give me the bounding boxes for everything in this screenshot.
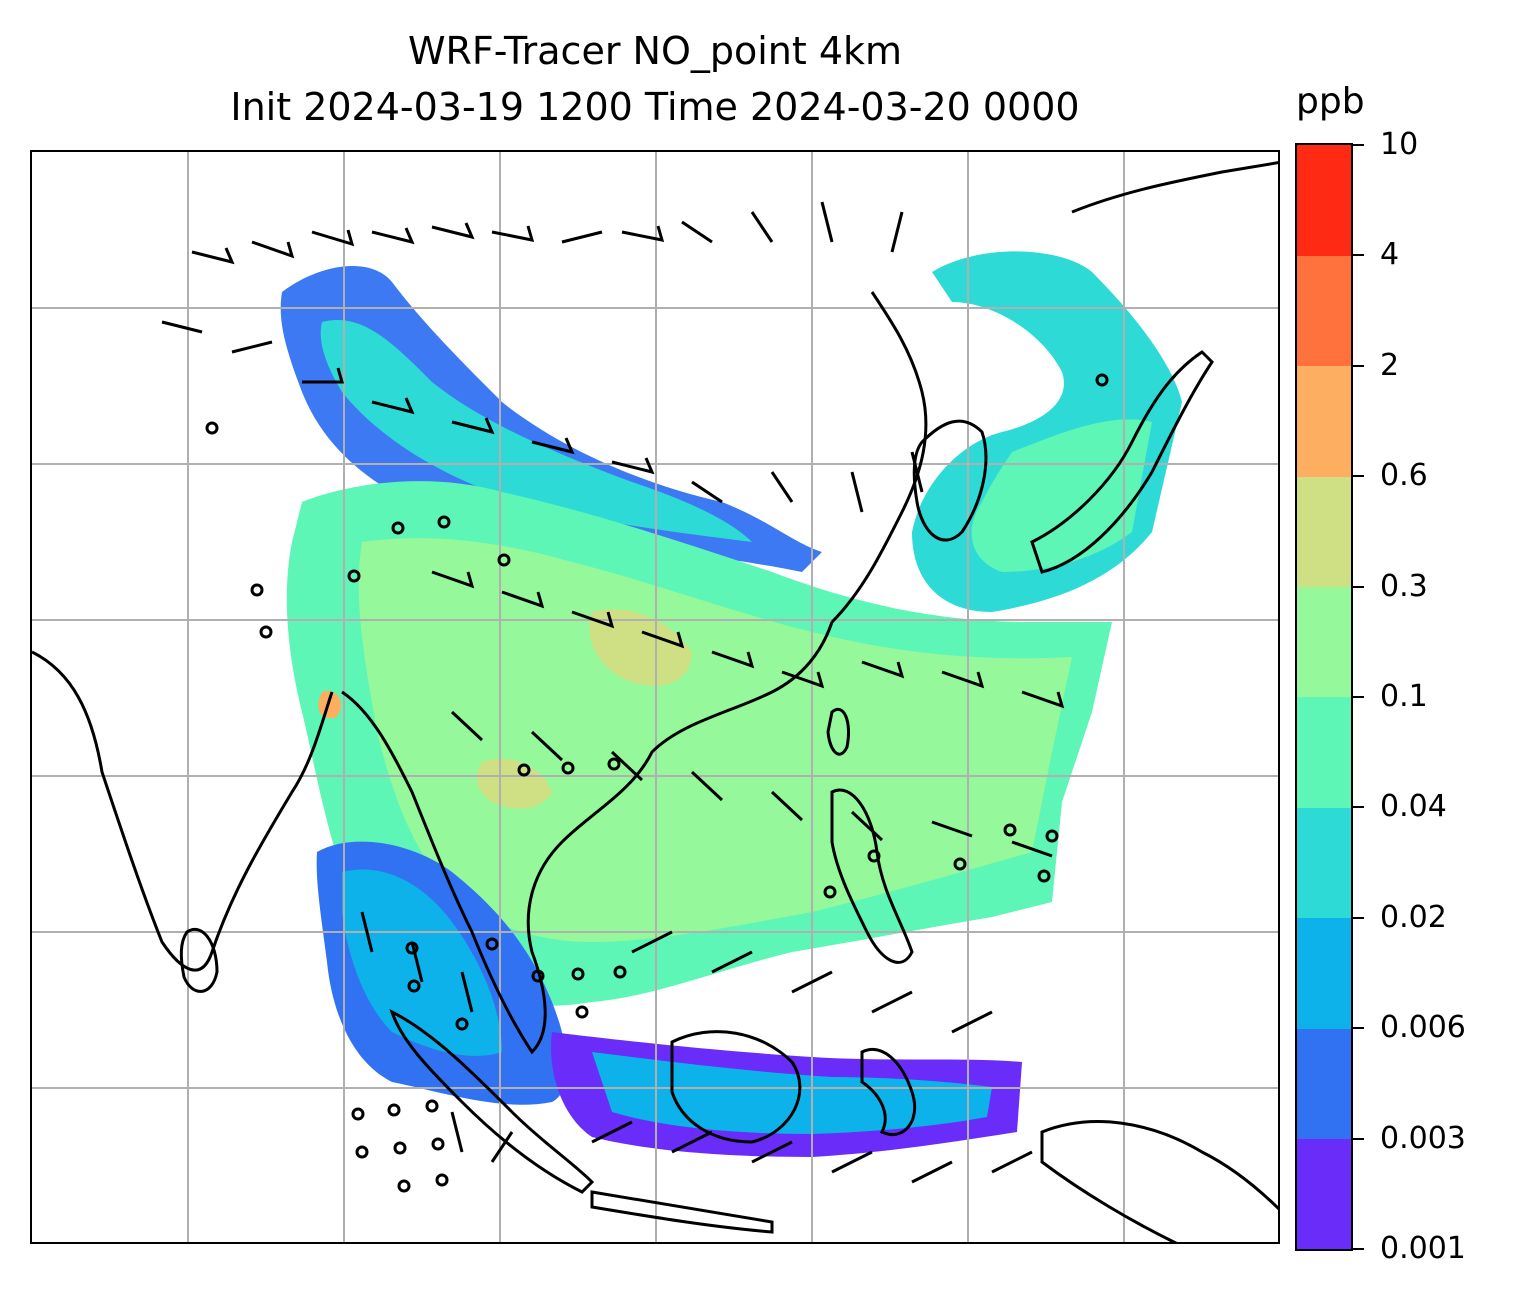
- colorbar-tick: [1353, 585, 1364, 588]
- philippines: [830, 788, 914, 964]
- plume-hotspot-3: [318, 691, 342, 719]
- north-coast-russia: [1071, 161, 1278, 214]
- plume-north-core: [320, 320, 752, 542]
- colorbar-tick-label: 10: [1380, 127, 1419, 162]
- korea: [912, 419, 988, 542]
- tracer-field: [280, 251, 1182, 1157]
- colorbar-tick: [1353, 475, 1364, 478]
- gridlines: [32, 152, 1278, 1242]
- new-guinea: [1040, 1120, 1278, 1242]
- colorbar-tick: [1353, 364, 1364, 367]
- colorbar-tick: [1353, 254, 1364, 257]
- colorbar-tick-label: 4: [1380, 237, 1400, 273]
- colorbar-tick-label: 0.1: [1380, 679, 1428, 714]
- plot-title-line-1: WRF-Tracer NO_point 4km: [407, 29, 903, 73]
- coastlines: [32, 161, 1278, 1242]
- india-coast: [32, 650, 334, 972]
- plume-northeast-core: [971, 419, 1152, 572]
- colorbar-tick: [1353, 1248, 1364, 1250]
- colorbar-segment: [1297, 917, 1351, 1029]
- plot-title-line-2: Init 2024-03-19 1200 Time 2024-03-20 000…: [230, 85, 1080, 129]
- plume-hotspot: [589, 609, 692, 686]
- colorbar-tick: [1353, 144, 1364, 146]
- colorbar: [1295, 143, 1353, 1251]
- sumatra: [389, 1009, 595, 1194]
- colorbar-unit-label: ppb: [1296, 81, 1365, 122]
- colorbar-tick-label: 0.02: [1380, 899, 1447, 935]
- colorbar-tick-label: 0.6: [1380, 458, 1428, 494]
- china-coast: [830, 291, 928, 624]
- colorbar-tick-label: 0.003: [1380, 1120, 1466, 1156]
- japan: [1030, 350, 1214, 574]
- colorbar-segment: [1297, 1138, 1351, 1250]
- plume-south-west-core: [342, 869, 502, 1056]
- colorbar-tick: [1353, 696, 1364, 698]
- java: [590, 1190, 774, 1234]
- colorbar-tick: [1353, 1137, 1364, 1140]
- calm-wind-markers: [205, 373, 1109, 1193]
- sulawesi: [860, 1047, 917, 1137]
- colorbar-segment: [1297, 255, 1351, 367]
- colorbar-segment: [1297, 476, 1351, 588]
- colorbar-segment: [1297, 697, 1351, 808]
- colorbar-tick: [1353, 916, 1364, 919]
- colorbar-segment: [1297, 1028, 1351, 1140]
- colorbar-segment: [1297, 365, 1351, 477]
- plume-hotspot-2: [476, 758, 552, 809]
- colorbar-segment: [1297, 807, 1351, 919]
- colorbar-tick-label: 0.001: [1380, 1231, 1466, 1266]
- wind-barbs: [161, 201, 1065, 1184]
- colorbar-segment: [1297, 145, 1351, 256]
- plume-south-band-core: [592, 1052, 992, 1134]
- colorbar-tick-label: 0.3: [1380, 568, 1428, 604]
- colorbar-tick-label: 0.04: [1380, 789, 1447, 825]
- colorbar-segment: [1297, 586, 1351, 698]
- colorbar-tick-label: 0.006: [1380, 1010, 1466, 1046]
- indochina-coast: [341, 621, 834, 1055]
- map-panel: [30, 150, 1280, 1244]
- colorbar-tick: [1353, 1027, 1364, 1030]
- sri-lanka: [179, 928, 219, 993]
- colorbar-tick: [1353, 806, 1364, 809]
- taiwan: [826, 708, 850, 756]
- borneo: [670, 1030, 802, 1144]
- map-canvas: [32, 152, 1278, 1242]
- plume-main-inner: [358, 538, 1073, 942]
- colorbar-tick-label: 2: [1380, 347, 1400, 383]
